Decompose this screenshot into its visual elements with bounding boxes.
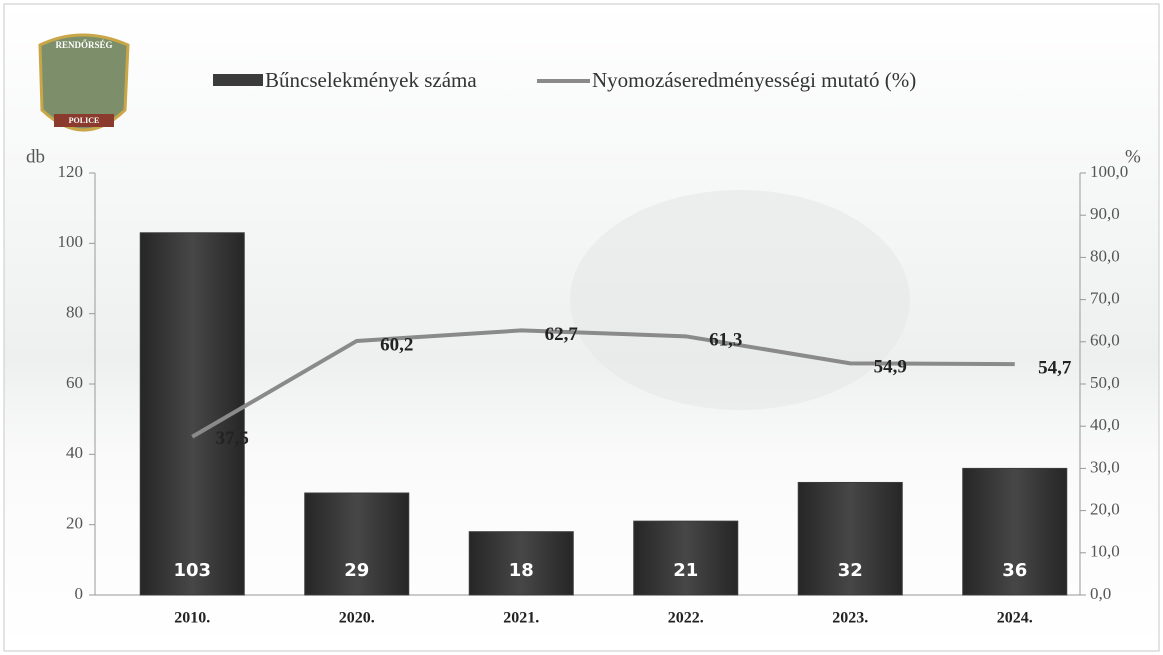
x-tick-label: 2021. (503, 610, 539, 627)
bar (139, 232, 245, 596)
bar-label: 36 (1002, 560, 1027, 581)
logo-text: RENDŐRSÉG (55, 40, 112, 50)
y2-tick-label: 90,0 (1090, 204, 1120, 223)
x-tick-label: 2022. (668, 610, 704, 627)
y2-tick-label: 10,0 (1090, 542, 1120, 561)
line-label: 60,2 (380, 334, 413, 355)
bar-label: 103 (173, 560, 211, 581)
y-tick-label: 0 (75, 584, 84, 603)
bar-label: 21 (673, 560, 698, 581)
x-tick-label: 2023. (832, 610, 868, 627)
x-tick-label: 2010. (174, 610, 210, 627)
y-tick-label: 120 (58, 162, 84, 181)
y-tick-label: 60 (66, 373, 83, 392)
y2-tick-label: 30,0 (1090, 457, 1120, 476)
y2-tick-label: 80,0 (1090, 246, 1120, 265)
logo-text: POLICE (69, 116, 100, 125)
bar (304, 492, 410, 596)
y2-tick-label: 50,0 (1090, 373, 1120, 392)
y2-axis-label: % (1125, 146, 1141, 167)
bar (633, 520, 739, 596)
y-axis-label: db (26, 146, 45, 167)
legend-label: Bűncselekmények száma (265, 68, 477, 92)
y2-tick-label: 60,0 (1090, 331, 1120, 350)
bar (797, 481, 903, 596)
y2-tick-label: 0,0 (1090, 584, 1111, 603)
x-tick-label: 2020. (339, 610, 375, 627)
logo: RENDŐRSÉG POLICE (38, 33, 130, 132)
y2-tick-label: 100,0 (1090, 162, 1128, 181)
y2-tick-label: 40,0 (1090, 415, 1120, 434)
legend-label: Nyomozáseredményességi mutató (%) (592, 68, 916, 92)
x-tick-label: 2024. (997, 610, 1033, 627)
bar (468, 531, 574, 596)
bar-label: 18 (509, 560, 534, 581)
legend-swatch (213, 74, 263, 86)
y-tick-label: 100 (58, 232, 84, 251)
line-label: 62,7 (545, 324, 579, 345)
line-label: 54,9 (874, 357, 907, 378)
background-building (570, 190, 910, 410)
line-label: 37,5 (216, 428, 249, 449)
line-label: 61,3 (709, 330, 742, 351)
bar-label: 29 (344, 560, 369, 581)
y2-tick-label: 70,0 (1090, 289, 1120, 308)
bar-label: 32 (838, 560, 863, 581)
bar (962, 467, 1068, 596)
line-label: 54,7 (1038, 358, 1072, 379)
y-tick-label: 80 (66, 303, 83, 322)
y-tick-label: 20 (66, 514, 83, 533)
y-tick-label: 40 (66, 443, 83, 462)
line (191, 328, 1015, 439)
y2-tick-label: 20,0 (1090, 500, 1120, 519)
